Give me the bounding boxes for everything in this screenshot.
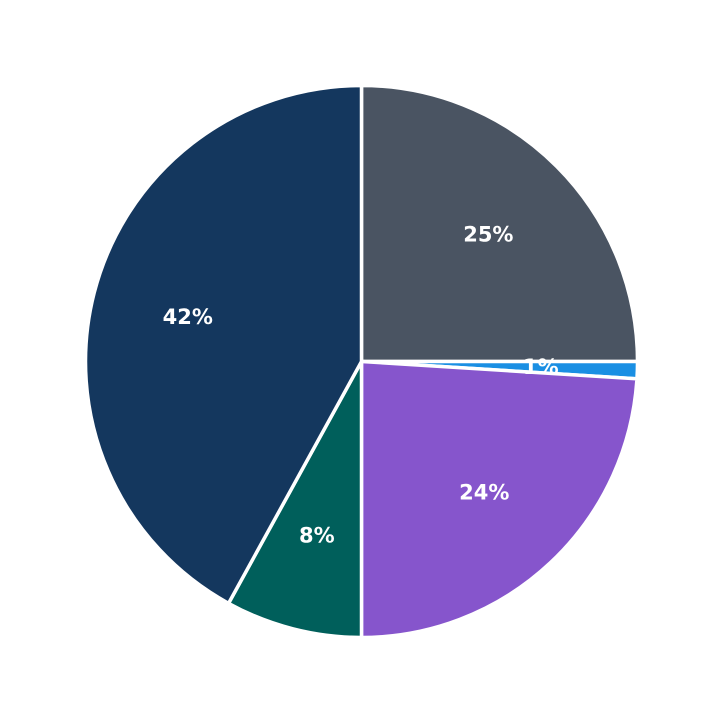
pie-slice-0 (359, 83, 640, 364)
pie-slice-2 (359, 359, 639, 640)
pie-slice-label-0: 25% (463, 223, 513, 247)
pie-slice-3 (226, 359, 364, 640)
pie-slice-labels: 25% 1% 24% 8% 42% (163, 223, 559, 548)
pie-slice-label-4: 42% (163, 305, 213, 329)
pie-slices (83, 83, 640, 640)
pie-slice-label-1: 1% (523, 355, 559, 379)
pie-slice-label-3: 8% (299, 523, 335, 547)
pie-slice-4 (83, 83, 364, 606)
pie-slice-label-2: 24% (459, 480, 509, 504)
